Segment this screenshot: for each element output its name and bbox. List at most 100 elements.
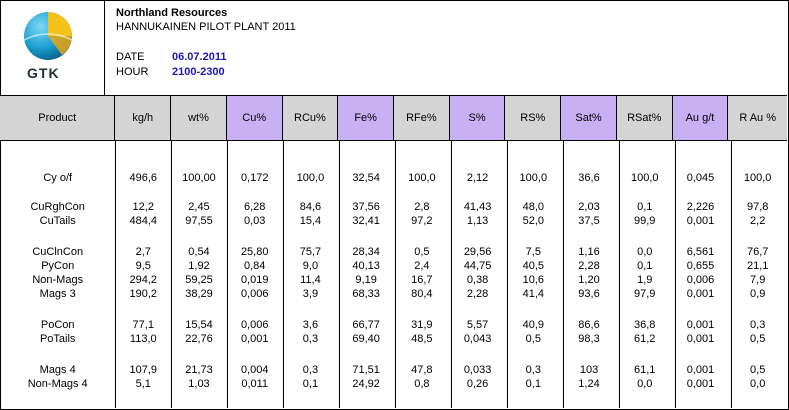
value-cell: 1,20 (578, 274, 600, 286)
column-header: RSat% (617, 96, 673, 140)
value-cell: 2,03 (578, 201, 600, 213)
column-divider (115, 140, 116, 408)
value-cell: 6,28 (243, 201, 266, 213)
value-cell: 0,019 (240, 274, 269, 286)
product-cell: PoTails (39, 333, 76, 345)
column-divider (283, 140, 284, 408)
column-header: Product (0, 96, 116, 140)
value-cell: 100,0 (296, 172, 325, 184)
value-cell: 0,1 (637, 260, 653, 272)
value-cell: 24,92 (352, 378, 380, 390)
value-cell: 0,9 (750, 288, 766, 300)
product-cell: Mags 3 (39, 288, 76, 300)
value-cell: 0,033 (463, 364, 492, 376)
value-cell: 0,0 (750, 378, 766, 390)
value-cell: 0,8 (414, 378, 430, 390)
column-header: Sat% (561, 96, 617, 140)
value-cell: 12,2 (132, 201, 154, 213)
value-cell: 0,004 (240, 364, 269, 376)
value-cell: 0,54 (188, 246, 210, 258)
column-header: RFe% (394, 96, 450, 140)
value-cell: 2,2 (750, 215, 766, 227)
column-header: S% (449, 96, 506, 140)
column-divider (507, 140, 508, 408)
value-cell: 0,5 (750, 364, 766, 376)
value-cell: 3,6 (302, 319, 319, 331)
value-cell: 52,0 (522, 215, 544, 227)
value-cell: 25,80 (240, 246, 269, 258)
value-cell: 0,001 (240, 333, 269, 345)
column-divider (675, 140, 676, 408)
value-cell: 0,38 (466, 274, 489, 286)
value-cell: 9,0 (302, 260, 319, 272)
value-cell: 0,5 (750, 333, 766, 345)
value-cell: 99,9 (634, 215, 656, 227)
value-cell: 100,0 (630, 172, 659, 184)
value-cell: 0,5 (414, 246, 430, 258)
table-row: CuTails 484,4 97,55 0,03 15,4 32,41 97,2 1,13 52… (0, 214, 787, 228)
value-cell: 5,1 (135, 378, 151, 390)
value-cell: 84,6 (299, 201, 322, 213)
value-cell: 0,26 (466, 378, 489, 390)
value-cell: 0,001 (686, 319, 715, 331)
value-cell: 2,45 (188, 201, 210, 213)
value-cell: 0,006 (240, 288, 269, 300)
logo-box: GTK (0, 0, 105, 95)
value-cell: 36,6 (578, 172, 600, 184)
value-cell: 2,4 (414, 260, 430, 272)
value-cell: 97,55 (185, 215, 213, 227)
value-cell: 97,2 (411, 215, 433, 227)
product-cell: PoCon (40, 319, 75, 331)
value-cell: 0,84 (243, 260, 266, 272)
value-cell: 28,34 (352, 246, 380, 258)
table-row: PyCon 9,5 1,92 0,84 9,0 40,13 2,4 44,75 40,5 2,28… (0, 259, 787, 273)
value-cell: 11,4 (300, 274, 321, 286)
value-cell: 15,54 (185, 319, 213, 331)
value-cell: 9,19 (355, 274, 377, 286)
value-cell: 80,4 (411, 288, 433, 300)
table-row: Non-Mags 4 5,1 1,03 0,011 0,1 24,92 0,8 0,26 0,1… (0, 377, 787, 391)
value-cell: 0,001 (686, 215, 715, 227)
hour-value: 2100-2300 (172, 66, 225, 78)
value-cell: 40,13 (352, 260, 380, 272)
value-cell: 69,40 (352, 333, 380, 345)
column-header: Cu% (226, 96, 283, 140)
column-header: R Au % (739, 112, 776, 124)
product-cell: CuRghCon (30, 201, 85, 213)
value-cell: 37,56 (352, 201, 380, 213)
value-cell: 103 (579, 364, 599, 376)
value-cell: 38,29 (185, 288, 213, 300)
value-cell: 29,56 (463, 246, 492, 258)
value-cell: 97,8 (746, 201, 769, 213)
value-cell: 1,92 (188, 260, 210, 272)
value-cell: 1,24 (578, 378, 600, 390)
value-cell: 0,03 (243, 215, 266, 227)
column-header: kg/h (115, 96, 172, 140)
table-row: CuClnCon 2,7 0,54 25,80 75,7 28,34 0,5 29,56 7,5… (0, 245, 787, 259)
value-cell: 2,8 (414, 201, 430, 213)
value-cell: 0,1 (637, 201, 653, 213)
value-cell: 0,001 (686, 378, 715, 390)
value-cell: 32,54 (352, 172, 380, 184)
value-cell: 0,3 (302, 364, 319, 376)
table-row: PoTails 113,0 22,76 0,001 0,3 69,40 48,5 0,043 0… (0, 332, 787, 346)
value-cell: 61,2 (634, 333, 656, 345)
table-row: Mags 3 190,2 38,29 0,006 3,9 68,33 80,4 2,28 41,… (0, 287, 787, 301)
value-cell: 2,12 (466, 172, 489, 184)
value-cell: 6,561 (686, 246, 715, 258)
value-cell: 100,0 (743, 172, 772, 184)
product-cell: Cy o/f (43, 172, 73, 184)
column-header: Au g/t (672, 96, 729, 140)
value-cell: 0,006 (240, 319, 269, 331)
value-cell: 1,16 (578, 246, 600, 258)
value-cell: 100,00 (182, 172, 216, 184)
value-cell: 0,001 (686, 333, 715, 345)
value-cell: 66,77 (352, 319, 380, 331)
value-cell: 0,011 (241, 378, 269, 390)
table-header-row: Product kg/h wt% Cu% RCu% Fe% RFe% S% RS% Sat% RSa… (0, 95, 787, 141)
value-cell: 2,28 (466, 288, 489, 300)
value-cell: 294,2 (129, 274, 158, 286)
value-cell: 0,1 (302, 378, 319, 390)
value-cell: 0,3 (525, 364, 541, 376)
value-cell: 68,33 (352, 288, 380, 300)
